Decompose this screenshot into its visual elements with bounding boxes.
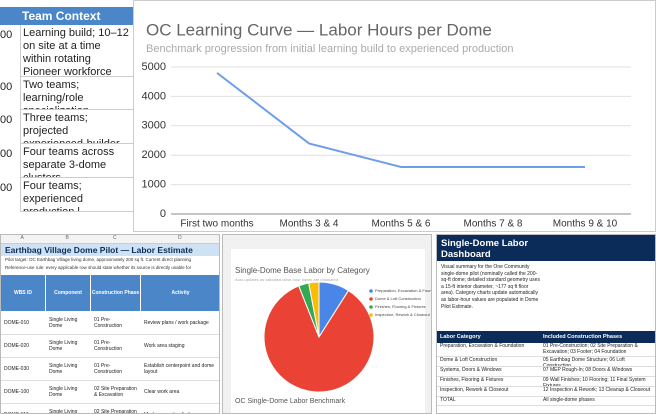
sheet-cell: Single Living Dome [46,335,91,358]
table-cell: 01 Pre-Construction; 02 Site Preparation… [540,343,655,357]
row-text: Four teams across separate 3-dome cluste… [20,144,133,178]
row-text: Three teams; projected experienced-build… [20,110,133,144]
sheet-cell: Single Living Dome [46,381,91,404]
legend-label: Finishes, Flooring & Fixtures [375,304,426,309]
chart-title: OC Learning Curve — Labor Hours per Dome [146,20,492,39]
sheet-cell: DOME-100 [1,381,46,404]
dashboard-panel: Single-Dome Labor Dashboard Visual summar… [436,234,656,414]
column-letter: C [113,235,117,241]
title-fill [542,235,655,261]
sheet-cell: 01 Pre-Construction [91,312,141,335]
x-tick-label: Months 3 & 4 [280,219,339,230]
y-tick-label: 1000 [142,179,166,191]
row-lead: 00 [0,182,13,194]
sheet-cell: DOME-030 [1,358,46,381]
y-tick-label: 0 [160,208,166,220]
table-cell: Finishes, Flooring & Fixtures [437,377,540,387]
y-tick-label: 4000 [142,90,166,102]
column-header: Construction Phase [91,275,141,311]
column-letter: D [178,235,182,241]
line-chart-panel: OC Learning Curve — Labor Hours per Dome… [133,0,656,232]
sheet-note: Reference-use rule: every applicable row… [5,265,192,270]
chart-subtitle: Auto-updates as validated labor-hour inp… [235,277,338,282]
sheet-cell: DOME-010 [1,312,46,335]
row-lead: 00 [0,114,13,126]
pie-chart-panel: Single-Dome Base Labor by Category Auto-u… [222,234,432,414]
sheet-cell: 02 Site Preparation & Excavation [91,381,141,404]
chart: OC Learning Curve — Labor Hours per Dome… [142,20,631,230]
row-lead: 00 [0,81,13,93]
x-tick-label: Months 9 & 10 [553,219,618,230]
header-cell: Team Context [0,7,133,25]
column-header: Activity [141,275,219,311]
table-header: Labor Category [437,331,540,343]
sheet-cell: 01 Pre-Construction [91,335,141,358]
column-letters-bar [1,235,219,244]
y-tick-label: 3000 [142,120,166,132]
sheet-cell: Establish centerpoint and dome layout [141,358,219,381]
table-cell: 09 Wall Finishes; 10 Flooring; 11 Final … [540,377,655,387]
sheet-cell: Single Living Dome [46,312,91,335]
legend-swatch [369,289,373,293]
sheet-cell: 02 Site Preparation & Excavation [91,404,141,413]
legend-label: Preparation, Excavation & Foundation [375,288,432,293]
sheet-title: Earthbag Village Dome Pilot — Labor Esti… [1,244,219,256]
x-tick-label: Months 7 & 8 [464,219,523,230]
table-cell: 05 Earthbag Dome Structure; 06 Loft Cons… [540,357,655,367]
estimate-sheet-panel: A B C D Earthbag Village Dome Pilot — Labor … [0,234,220,414]
dashboard-title: Single-Dome Labor Dashboard [437,235,542,261]
dashboard-description: Visual summary for the One Community sin… [441,264,540,310]
legend-label: Dome & Loft Construction [375,296,421,301]
sheet-cell: Mark excavation limits [141,404,219,413]
table-cell: All single-dome phases [540,397,655,406]
x-tick-label: First two months [180,219,253,230]
y-tick-label: 2000 [142,149,166,161]
column-header: Component [46,275,91,311]
table-cell: Systems, Doors & Windows [437,367,540,377]
sheet-cell: Work area staging [141,335,219,358]
pie-slice [263,285,375,393]
table-cell: Dome & Loft Construction [437,357,540,367]
table-cell: TOTAL [437,397,540,406]
table-cell: Inspection, Rework & Closeout [437,387,540,397]
sheet-cell: 01 Pre-Construction [91,358,141,381]
column-header: WBS ID [1,275,46,311]
sheet-cell: DOME-020 [1,335,46,358]
row-text: Four teams; experienced production l [20,178,133,212]
chart: Single-Dome Base Labor by Category Auto-u… [231,266,432,413]
next-chart-title: OC Single-Dome Labor Benchmark [235,398,346,405]
table-cell: 07 MEP Rough-In; 08 Doors & Windows [540,367,655,377]
sheet-cell: DOME-110 [1,404,46,413]
chart-subtitle: Benchmark progression from initial learn… [146,43,513,55]
line [216,72,585,168]
row-text: Learning build; 10–12 on site at a time … [20,25,133,77]
team-context-panel: Team Context 00 Learning build; 10–12 on s… [0,0,133,232]
legend-swatch [369,305,373,309]
sheet-cell: Review plans / work package [141,312,219,335]
legend-swatch [369,297,373,301]
chart-title: Single-Dome Base Labor by Category [235,266,370,275]
pie-slice [308,281,320,338]
sheet-note: Pilot target: OC Earthbag Village living… [5,257,192,262]
table-header: Included Construction Phases [540,331,655,343]
x-tick-label: Months 5 & 6 [372,219,431,230]
legend-label: Inspection, Rework & Closeout [375,312,431,317]
sheet-cell: Single Living Dome [46,358,91,381]
sheet-cell: Single Living Dome [46,404,91,413]
legend-swatch [369,313,373,317]
column-letter: A [20,235,24,241]
row-lead: 00 [0,148,13,160]
table-cell: 12 Inspection & Rework; 13 Cleanup & Clo… [540,387,655,397]
table-cell: Preparation, Excavation & Foundation [437,343,540,357]
y-tick-label: 5000 [142,61,166,73]
sheet-cell: Clear work area [141,381,219,404]
next-card [231,393,425,413]
column-letter: B [65,235,69,241]
row-text: Two teams; learning/role specialization [20,77,133,110]
row-lead: 00 [0,29,13,41]
